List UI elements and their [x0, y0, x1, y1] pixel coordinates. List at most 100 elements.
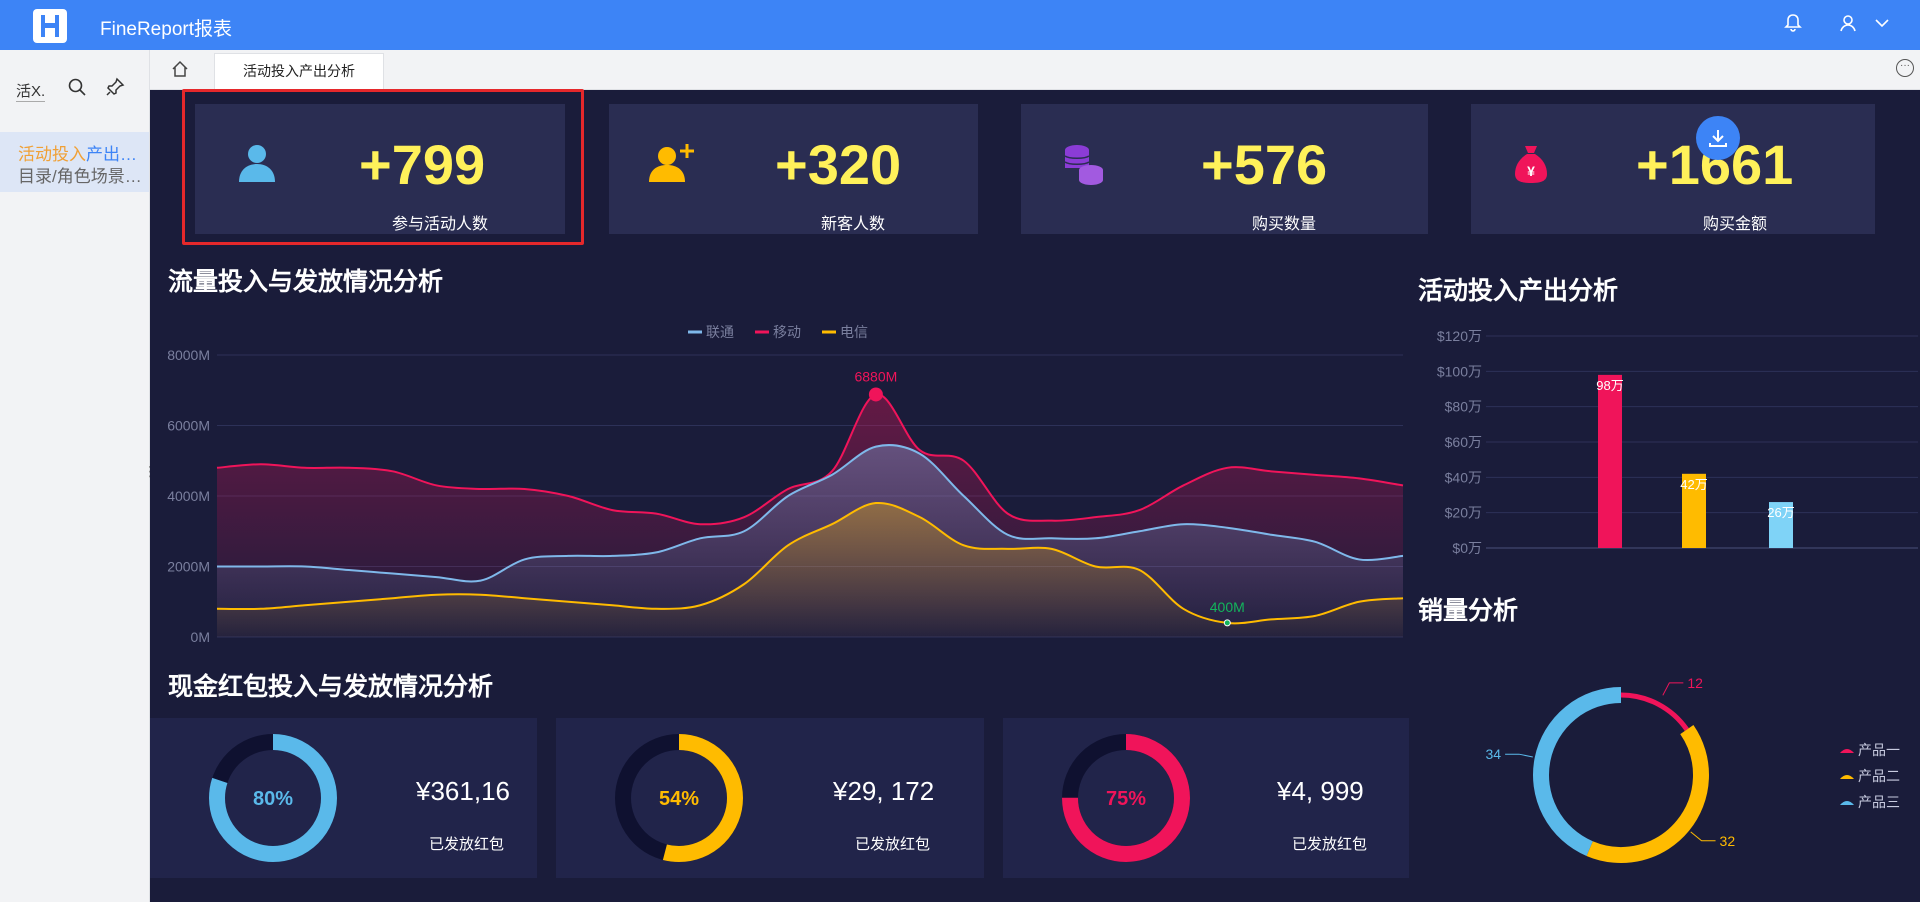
bar: [1682, 473, 1706, 548]
y-tick-label: $0万: [1452, 540, 1482, 556]
y-tick-label: $120万: [1437, 328, 1482, 344]
annotation-label: 6880M: [854, 368, 897, 384]
donut-slice-产品二: [1586, 725, 1709, 863]
activity-bar-chart: $120万 $100万 $80万 $60万 $40万 $20万 $0万 98万 42万 26万: [1437, 328, 1918, 556]
series-line-联通: [217, 444, 1404, 583]
money-bag-icon: ¥: [1511, 142, 1551, 197]
user-plus-icon: [649, 142, 697, 197]
kpi-value: +799: [359, 133, 486, 196]
kpi-label: 购买数量: [1252, 216, 1317, 233]
kpi-label: 新客人数: [821, 216, 886, 233]
donut-leader-line: [1690, 831, 1716, 842]
kpi-card-purchase-qty: +576 购买数量: [1021, 104, 1428, 234]
legend-label: 产品一: [1858, 742, 1900, 758]
gauge-percent: 54%: [659, 788, 699, 810]
donut-leader-line: [1662, 682, 1684, 696]
y-tick-label: 2000M: [167, 559, 210, 575]
series-line-电信: [216, 502, 1404, 625]
section-title-sales: 销量分析: [1418, 597, 1519, 625]
pin-icon[interactable]: [105, 77, 125, 102]
legend-label: 电信: [840, 324, 868, 340]
legend-swatch: [1840, 801, 1854, 805]
selection-highlight-box: [182, 89, 584, 245]
bar: [1598, 374, 1622, 548]
redpacket-card: 75% ¥4, 999 已发放红包: [1003, 718, 1409, 878]
annotation-label: 400M: [1210, 599, 1245, 615]
donut-value-label: 34: [1486, 746, 1502, 762]
redpacket-label: 已发放红包: [855, 836, 931, 853]
search-icon[interactable]: [67, 77, 87, 102]
sidebar-item-label: 产出…: [86, 145, 137, 164]
gauge-fill: [1062, 734, 1190, 862]
donut-leader-line: [1505, 753, 1533, 758]
gauge-percent: 80%: [253, 788, 293, 810]
y-tick-label: 0M: [191, 629, 210, 645]
svg-text:¥: ¥: [1527, 163, 1535, 179]
bar-data-label: 98万: [1596, 378, 1623, 393]
redpacket-gauge: 80%: [209, 734, 337, 862]
section-title-flow: 流量投入与发放情况分析: [168, 268, 444, 296]
donut-value-label: 12: [1687, 675, 1703, 691]
kpi-card-new-customers: +320 新客人数: [609, 104, 978, 234]
redpacket-amount: ¥4, 999: [1277, 776, 1364, 806]
y-tick-label: $60万: [1445, 434, 1482, 450]
tab-bar: 活动投入产出分析 ···: [150, 50, 1920, 90]
kpi-label: 购买金额: [1703, 216, 1768, 233]
y-tick-label: 4000M: [167, 488, 210, 504]
bell-icon[interactable]: [1783, 13, 1803, 39]
sidebar-toolbar: 活X.: [0, 77, 150, 107]
donut-slice-产品一: [1620, 692, 1689, 732]
y-tick-label: $80万: [1445, 399, 1482, 415]
sidebar-item-label-highlight: 活动投入: [18, 145, 86, 164]
redpacket-card: 80% ¥361,16 已发放红包: [150, 718, 537, 878]
tab-activity-analysis[interactable]: 活动投入产出分析: [214, 53, 384, 90]
kpi-value: +576: [1201, 133, 1328, 196]
gauge-fill: [615, 734, 743, 862]
y-tick-label: $40万: [1445, 469, 1482, 485]
gauge-fill: [209, 734, 337, 862]
redpacket-label: 已发放红包: [1292, 836, 1368, 853]
y-tick-label: 6000M: [167, 418, 210, 434]
more-icon[interactable]: ···: [1896, 59, 1914, 77]
download-button[interactable]: [1696, 116, 1740, 160]
kpi-card-purchase-amount: ¥ +1661 购买金额: [1471, 104, 1875, 234]
sidebar-item-activity[interactable]: 活动投入产出… 目录/角色场景…: [0, 132, 149, 192]
app-title: FineReport报表: [100, 19, 232, 40]
y-tick-label: $100万: [1437, 363, 1482, 379]
sidebar-filter-input[interactable]: 活X.: [16, 80, 46, 102]
bar: [1769, 502, 1793, 548]
bar-data-label: 42万: [1680, 477, 1707, 492]
redpacket-gauge: 54%: [615, 734, 743, 862]
home-icon[interactable]: [170, 59, 190, 84]
legend-swatch: [1840, 749, 1854, 753]
legend-label: 产品二: [1858, 768, 1900, 784]
app-logo[interactable]: [33, 9, 67, 43]
legend-label: 联通: [706, 324, 734, 340]
y-tick-label: $20万: [1445, 505, 1482, 521]
redpacket-card: 54% ¥29, 172 已发放红包: [556, 718, 984, 878]
user-icon[interactable]: [1838, 13, 1858, 39]
kpi-card-participants: +799 参与活动人数: [195, 104, 565, 234]
series-area-电信: [217, 502, 1403, 637]
top-bar: FineReport报表: [0, 0, 1920, 50]
user-icon: [235, 142, 279, 197]
annotation-point: [1223, 619, 1231, 627]
kpi-value: +320: [775, 133, 902, 196]
redpacket-gauge: 75%: [1062, 734, 1190, 862]
chevron-down-icon[interactable]: [1874, 13, 1890, 39]
legend-label: 移动: [773, 324, 801, 340]
redpacket-label: 已发放红包: [429, 836, 505, 853]
sidebar-item-path: 目录/角色场景…: [18, 167, 142, 186]
y-tick-label: 8000M: [167, 347, 210, 363]
annotation-point: [868, 387, 883, 402]
donut-slice-产品三: [1533, 687, 1622, 856]
section-title-activity: 活动投入产出分析: [1418, 277, 1619, 305]
bar-data-label: 26万: [1767, 505, 1794, 520]
donut-value-label: 32: [1720, 833, 1736, 849]
gauge-percent: 75%: [1106, 788, 1146, 810]
redpacket-amount: ¥361,16: [416, 776, 510, 806]
section-title-redpacket: 现金红包投入与发放情况分析: [168, 673, 494, 701]
redpacket-amount: ¥29, 172: [833, 776, 935, 806]
kpi-label: 参与活动人数: [392, 216, 489, 233]
